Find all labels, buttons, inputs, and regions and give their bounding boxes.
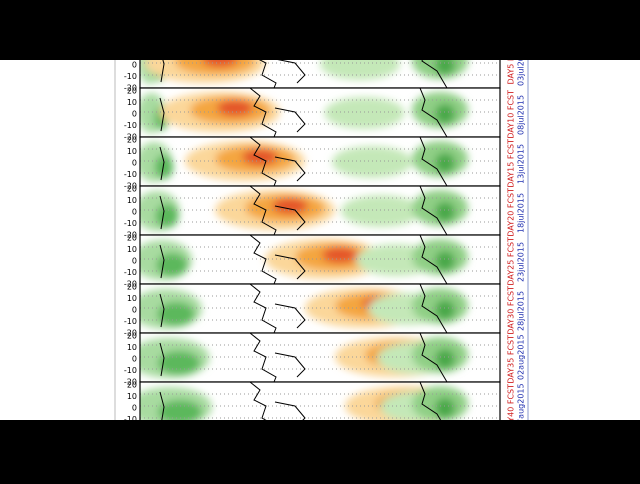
anomaly-blob (154, 155, 174, 179)
y-tick-label: -10 (124, 268, 137, 277)
anomaly-blob (332, 146, 412, 178)
y-tick-label: -20 (124, 133, 137, 142)
letterbox-bottom (0, 420, 640, 480)
y-tick-label: 20 (127, 136, 137, 145)
y-tick-label: 0 (132, 208, 137, 217)
forecast-day: DAY15 FCST (507, 139, 516, 188)
forecast-date: 28jul2015 (517, 291, 526, 331)
y-tick-label: 20 (127, 283, 137, 292)
y-tick-label: 0 (132, 355, 137, 364)
y-tick-label: -20 (124, 231, 137, 240)
coastline (159, 39, 448, 88)
coastline (159, 284, 448, 333)
map-panel (140, 333, 500, 382)
y-tick-label: -10 (124, 121, 137, 130)
y-tick-label: 10 (127, 196, 137, 205)
forecast-date: 07aug2015 (517, 383, 526, 429)
map-panel (140, 186, 500, 235)
y-tick-label: -20 (124, 329, 137, 338)
anomaly-blob (157, 302, 195, 326)
forecast-date: 13jul2015 (517, 144, 526, 184)
coastline (159, 88, 448, 137)
y-tick-label: 20 (127, 234, 137, 243)
y-tick-label: 20 (127, 381, 137, 390)
anomaly-blob (435, 202, 455, 222)
y-tick-label: -10 (124, 219, 137, 228)
anomaly-blob (156, 253, 188, 277)
forecast-date: 02aug2015 (517, 334, 526, 380)
y-tick-label: -10 (124, 170, 137, 179)
map-panel (140, 88, 500, 137)
y-tick-label: 0 (132, 159, 137, 168)
anomaly-blob (242, 149, 278, 165)
y-tick-label: -20 (124, 280, 137, 289)
anomaly-field (140, 190, 468, 231)
forecast-day: DAY10 FCST (507, 90, 516, 139)
forecast-date: 08jul2015 (517, 95, 526, 135)
y-tick-label: -10 (124, 415, 137, 424)
y-tick-label: 0 (132, 404, 137, 413)
anomaly-blob (155, 204, 179, 228)
y-tick-label: 0 (132, 257, 137, 266)
anomaly-blob (322, 247, 358, 263)
map-panel (140, 284, 500, 333)
y-tick-label: 10 (127, 98, 137, 107)
y-tick-label: 20 (127, 87, 137, 96)
y-tick-label: 0 (132, 61, 137, 70)
forecast-day: DAY40 FCST (507, 384, 516, 433)
anomaly-blob (217, 100, 253, 116)
y-tick-label: -10 (124, 72, 137, 81)
anomaly-blob (341, 195, 421, 227)
anomaly-blob (435, 251, 455, 271)
letterbox-top (0, 0, 640, 60)
y-tick-label: -20 (124, 182, 137, 191)
anomaly-field (140, 337, 468, 378)
y-tick-label: 10 (127, 392, 137, 401)
forecast-day: DAY5 FCST (507, 41, 516, 85)
anomaly-blob (435, 398, 455, 418)
forecast-day: DAY20 FCST (507, 188, 516, 237)
coastline (159, 137, 448, 186)
anomaly-blob (435, 300, 455, 320)
map-panel (140, 137, 500, 186)
y-tick-label: 10 (127, 245, 137, 254)
coastline (159, 235, 448, 284)
forecast-date: 18jul2015 (517, 193, 526, 233)
y-tick-label: -10 (124, 366, 137, 375)
coastline (159, 186, 448, 235)
y-tick-label: 10 (127, 294, 137, 303)
anomaly-blob (435, 104, 455, 124)
anomaly-blob (435, 55, 455, 75)
y-tick-label: 20 (127, 185, 137, 194)
anomaly-blob (157, 351, 201, 375)
forecast-day: DAY30 FCST (507, 286, 516, 335)
y-tick-label: 0 (132, 306, 137, 315)
y-tick-label: 10 (127, 147, 137, 156)
map-panel (140, 235, 500, 284)
y-tick-label: 0 (132, 110, 137, 119)
forecast-date: 03jul2015 (517, 46, 526, 86)
y-tick-label: 20 (127, 332, 137, 341)
coastline (159, 333, 448, 382)
coastline (159, 382, 448, 431)
anomaly-blob (435, 349, 455, 369)
y-tick-label: -20 (124, 84, 137, 93)
anomaly-blob (324, 97, 405, 129)
y-tick-label: -10 (124, 317, 137, 326)
forecast-day: DAY25 FCST (507, 237, 516, 286)
y-tick-label: 10 (127, 343, 137, 352)
y-tick-label: -20 (124, 378, 137, 387)
anomaly-blob (435, 153, 455, 173)
forecast-day: DAY35 FCST (507, 335, 516, 384)
forecast-date: 23jul2015 (517, 242, 526, 282)
